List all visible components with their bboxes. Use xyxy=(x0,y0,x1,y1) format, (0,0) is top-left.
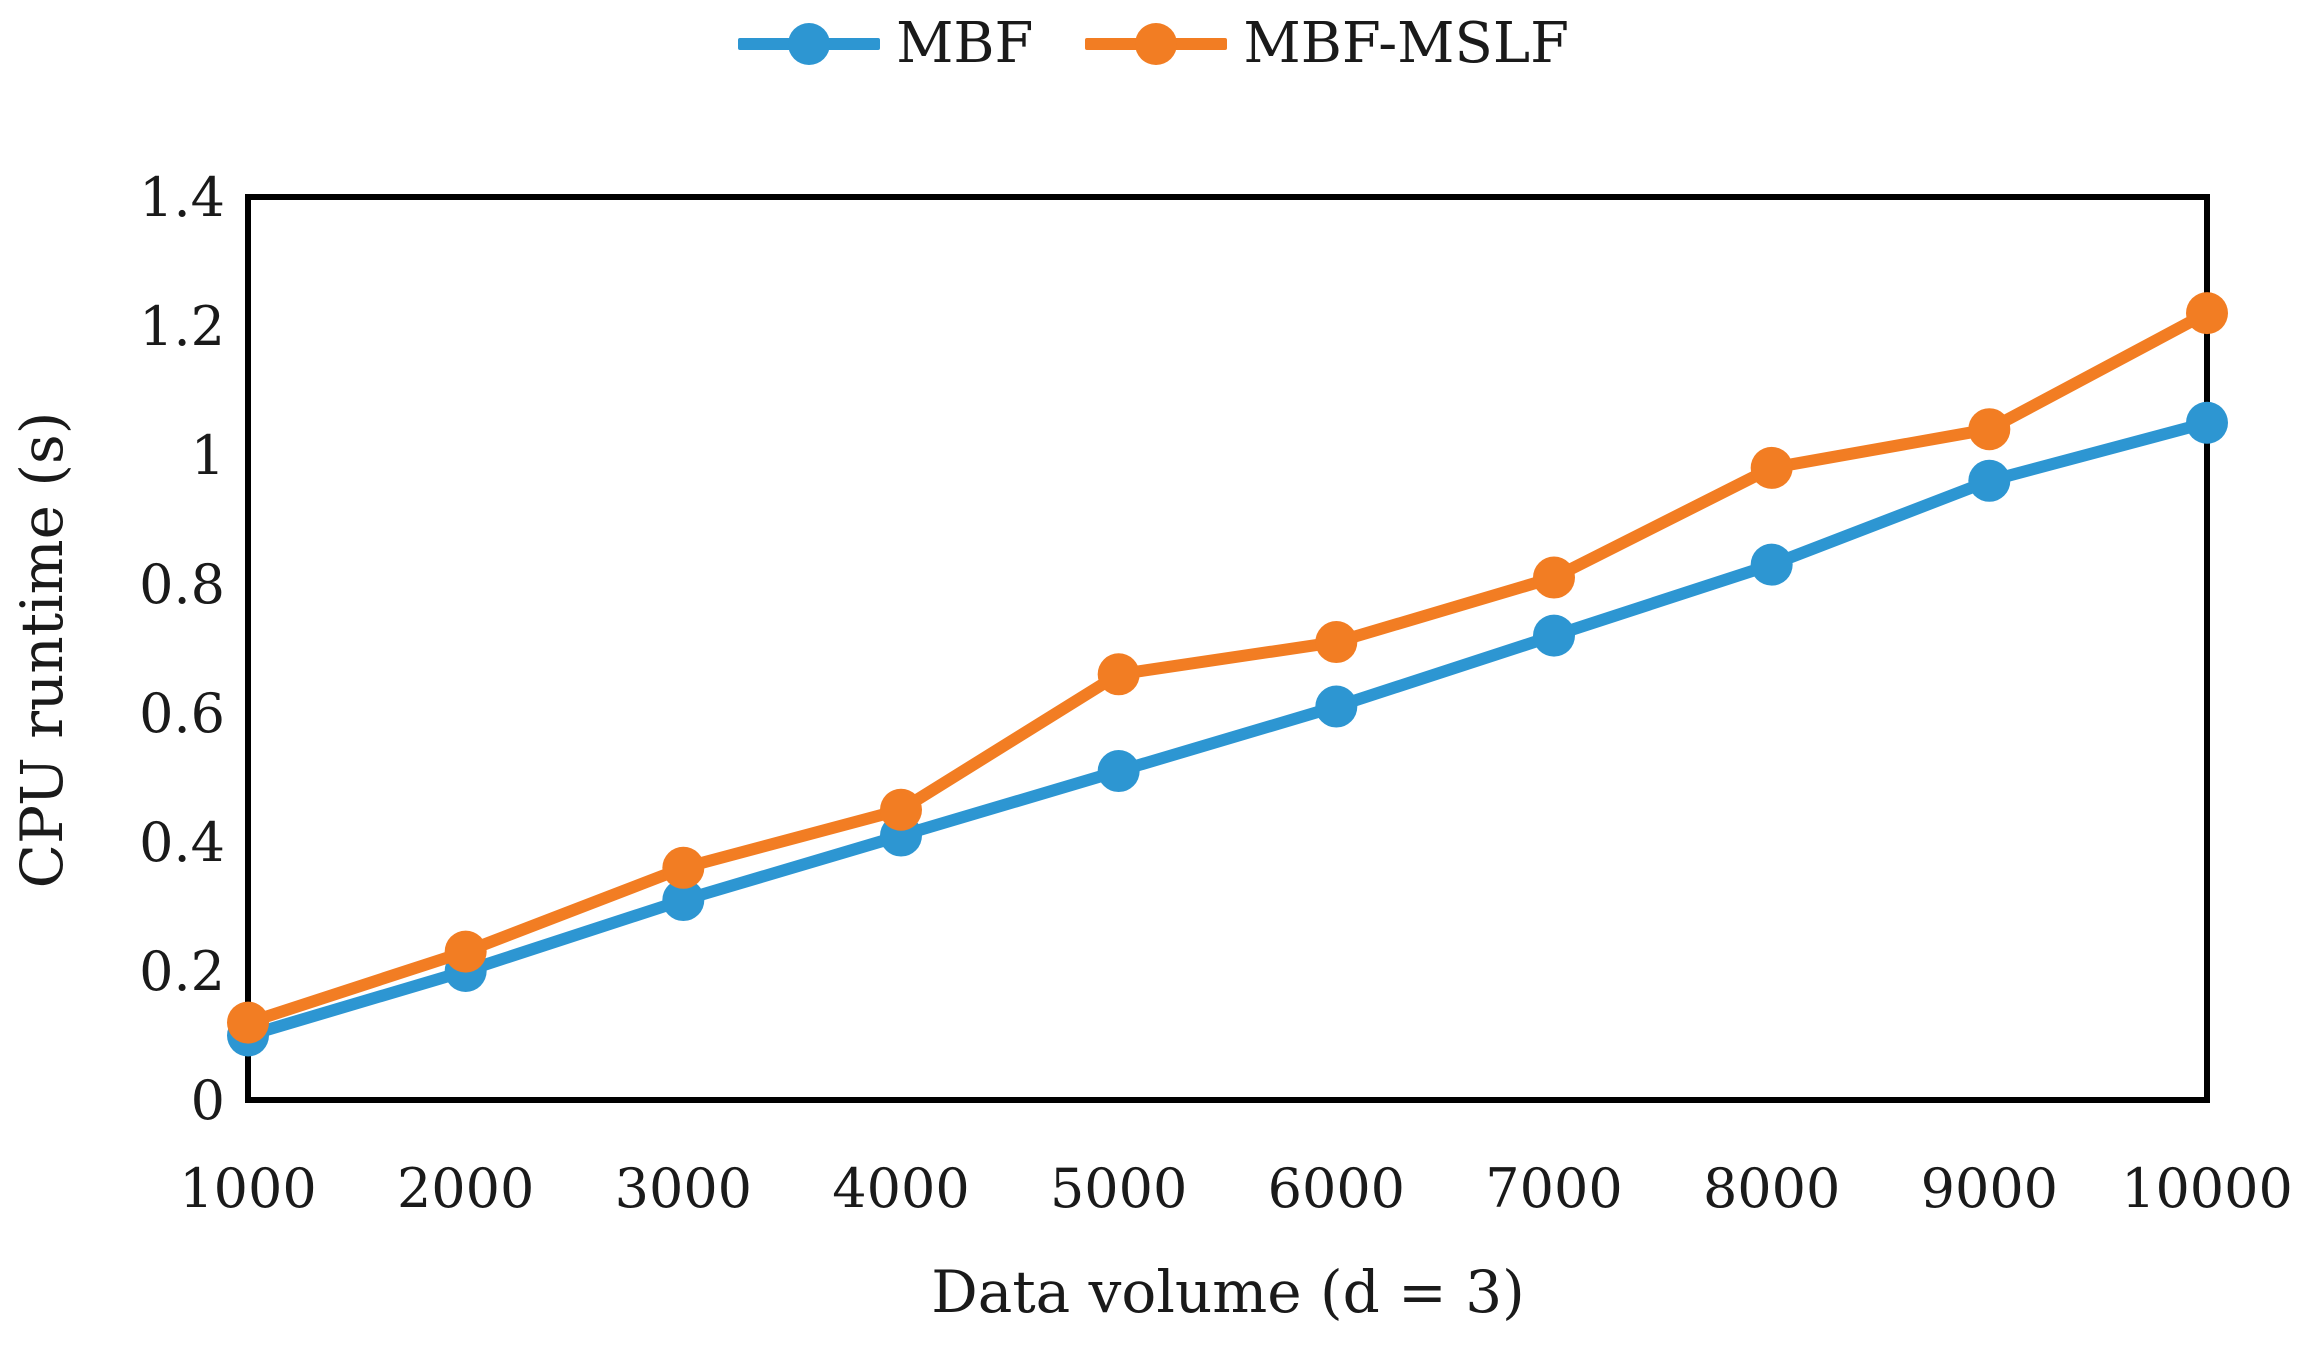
series-lines xyxy=(227,292,2228,1057)
x-tick-label: 2000 xyxy=(397,1157,534,1220)
data-point-mbf-mslf xyxy=(880,788,922,831)
x-tick-label: 8000 xyxy=(1703,1157,1840,1220)
data-point-mbf-mslf xyxy=(1097,653,1140,696)
data-point-mbf xyxy=(1097,750,1140,793)
data-point-mbf xyxy=(1315,685,1358,728)
data-point-mbf-mslf xyxy=(662,846,705,889)
data-point-mbf xyxy=(1968,459,2011,502)
x-axis-title: Data volume (d = 3) xyxy=(931,1258,1525,1326)
series-line-mbf xyxy=(242,416,2213,1042)
y-tick-label: 0.2 xyxy=(139,940,225,1003)
plot-area-border xyxy=(245,194,2210,1103)
data-point-mbf-mslf xyxy=(227,1001,269,1044)
data-point-mbf-mslf xyxy=(1315,621,1358,664)
data-point-mbf-mslf xyxy=(1533,556,1575,599)
series-line-mbf-mslf xyxy=(242,307,2213,1029)
data-point-mbf xyxy=(662,879,705,922)
x-tick-label: 1000 xyxy=(179,1157,316,1220)
data-point-mbf xyxy=(1750,543,1793,586)
x-tick-label: 3000 xyxy=(615,1157,752,1220)
x-tick-label: 7000 xyxy=(1485,1157,1622,1220)
y-tick-label: 0 xyxy=(191,1069,225,1132)
data-point-mbf xyxy=(2186,401,2228,444)
data-point-mbf xyxy=(1533,614,1575,657)
x-tick-label: 6000 xyxy=(1268,1157,1405,1220)
y-tick-label: 0.4 xyxy=(139,811,225,874)
data-point-mbf-mslf xyxy=(2186,292,2228,335)
x-axis-tick-labels: 1000 2000 3000 4000 5000 6000 7000 8000 9000 1000… xyxy=(179,1157,2293,1220)
data-point-mbf-mslf xyxy=(444,930,487,973)
y-tick-label: 0.8 xyxy=(139,553,225,616)
y-tick-label: 1.2 xyxy=(139,295,225,358)
y-tick-label: 1 xyxy=(191,424,225,487)
y-axis-tick-labels: 0 0.2 0.4 0.6 0.8 1 1.2 1.4 xyxy=(139,166,225,1132)
x-tick-label: 5000 xyxy=(1050,1157,1187,1220)
y-axis-title: CPU runtime (s) xyxy=(8,412,76,889)
y-tick-label: 1.4 xyxy=(139,166,225,229)
data-point-mbf-mslf xyxy=(1750,446,1793,489)
x-tick-label: 9000 xyxy=(1921,1157,2058,1220)
y-tick-label: 0.6 xyxy=(139,682,225,745)
x-tick-label: 4000 xyxy=(832,1157,969,1220)
x-tick-label: 10000 xyxy=(2121,1157,2293,1220)
data-point-mbf-mslf xyxy=(1968,408,2011,451)
